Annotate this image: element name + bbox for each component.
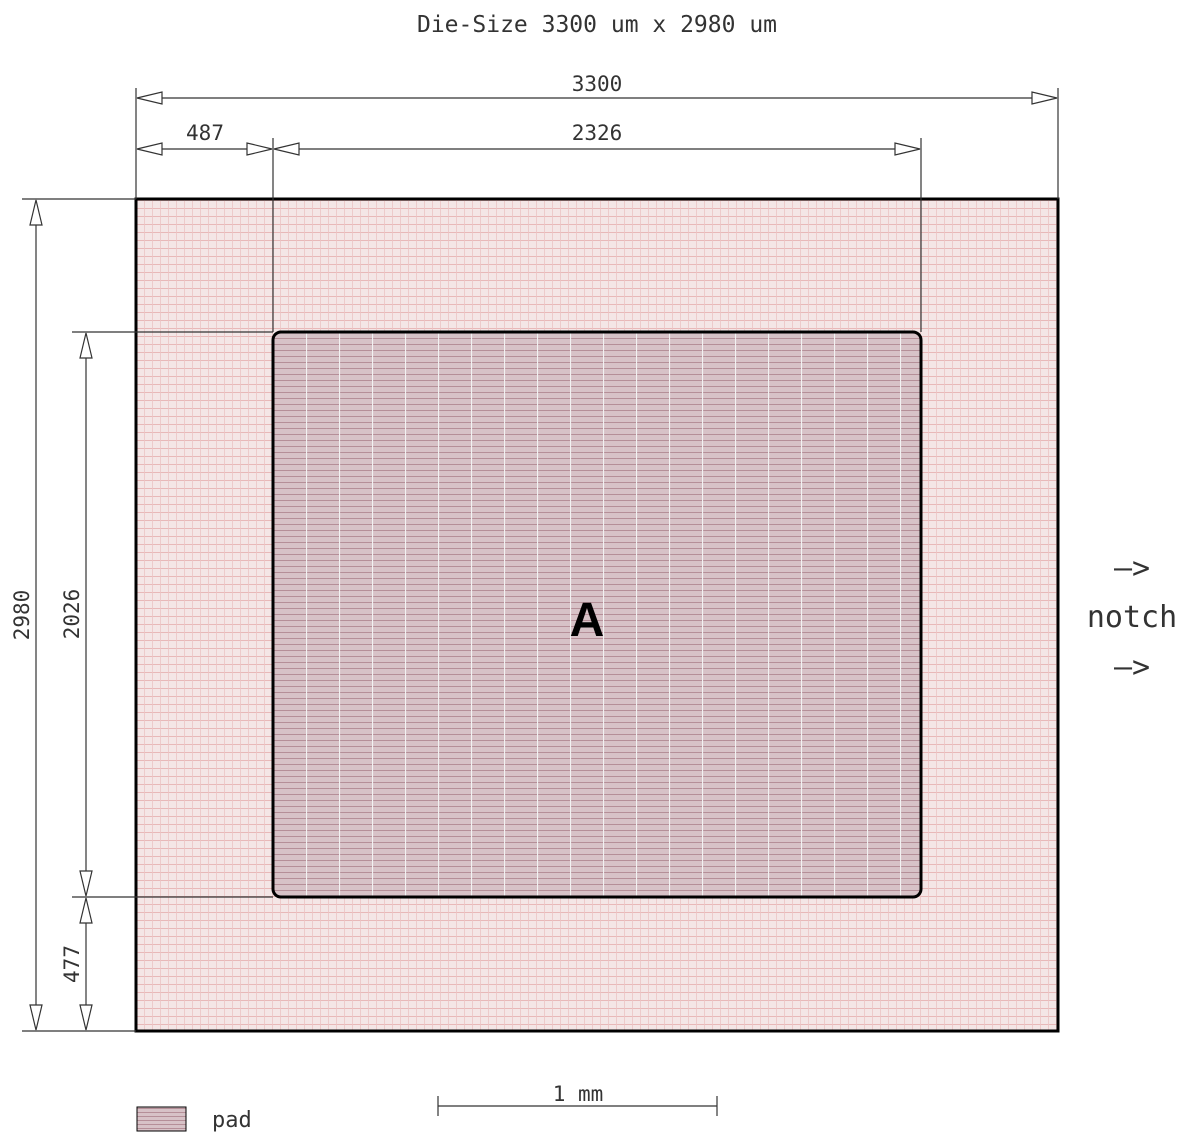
notch-arrow-bottom: —> (1114, 650, 1150, 685)
dimension-width-total: 3300 (135, 72, 1059, 199)
legend: pad (136, 1106, 252, 1133)
scale-bar-label: 1 mm (553, 1082, 604, 1106)
legend-swatch-pad (136, 1106, 187, 1132)
dimension-width-parts: 487 2326 (136, 121, 922, 332)
dimension-label-2026: 2026 (60, 589, 84, 640)
pad-label: A (570, 594, 605, 647)
dimension-label-2326: 2326 (572, 121, 623, 145)
title: Die-Size 3300 um x 2980 um (417, 12, 777, 38)
dimension-label-3300: 3300 (572, 72, 623, 96)
scale-bar: 1 mm (437, 1082, 718, 1116)
dimension-label-487: 487 (186, 121, 224, 145)
dimension-height-total: 2980 (10, 198, 136, 1032)
notch-arrow-top: —> (1114, 551, 1150, 586)
pad-region (271, 330, 923, 899)
dimension-label-477: 477 (60, 945, 84, 983)
dimension-height-parts: 2026 477 (60, 331, 273, 1031)
dimension-label-2980: 2980 (10, 590, 34, 641)
legend-label-pad: pad (212, 1108, 252, 1133)
notch-label: notch (1087, 600, 1177, 635)
notch-indicator: —> notch —> (1087, 551, 1177, 685)
